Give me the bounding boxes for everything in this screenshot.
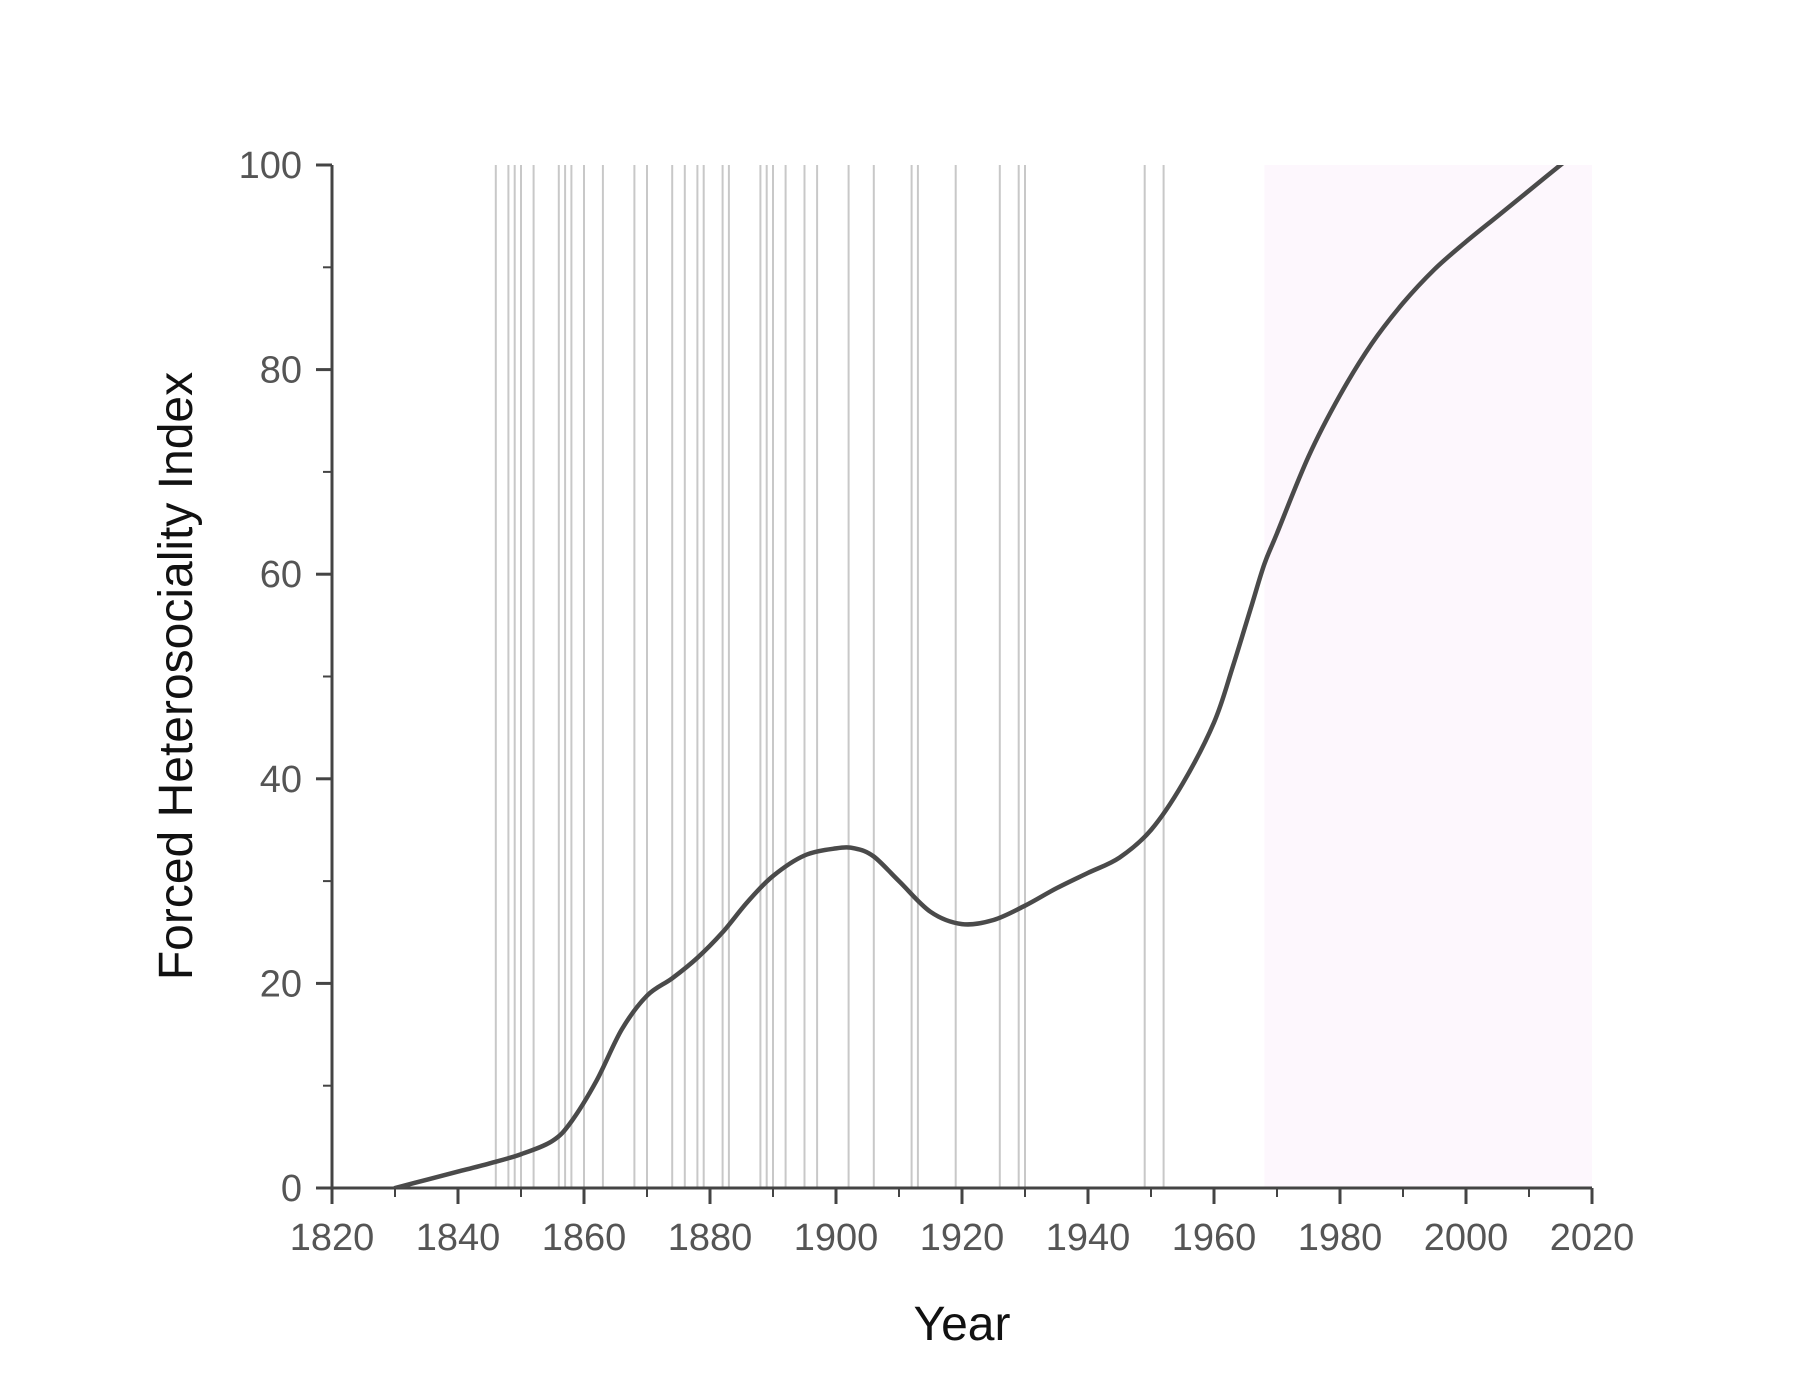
x-tick-label: 1840 [416, 1217, 501, 1259]
y-tick-label: 40 [260, 759, 302, 801]
y-tick-label: 80 [260, 350, 302, 392]
y-tick-label: 20 [260, 963, 302, 1005]
series-layer [392, 165, 1565, 1188]
x-tick-label: 1880 [668, 1217, 753, 1259]
y-tick-label: 0 [281, 1168, 302, 1210]
y-tick-labels: 0 20 40 60 80 100 [239, 145, 302, 1210]
y-axis-title: Forced Heterosociality Index [150, 372, 203, 980]
x-tick-label: 2020 [1550, 1217, 1635, 1259]
event-lines [494, 165, 1165, 1188]
x-tick-labels: 1820 1840 1860 1880 1900 1920 1940 1960 1980 2000… [290, 1217, 1635, 1259]
shaded-region [1264, 165, 1592, 1188]
x-tick-label: 1900 [794, 1217, 879, 1259]
background-layer [1264, 165, 1592, 1188]
x-tick-label: 1860 [542, 1217, 627, 1259]
x-tick-label: 1940 [1046, 1217, 1131, 1259]
x-axis-title: Year [914, 1298, 1011, 1351]
x-tick-label: 1820 [290, 1217, 375, 1259]
tick-marks [316, 163, 1594, 1204]
series-line [392, 165, 1565, 1188]
x-tick-label: 2000 [1424, 1217, 1509, 1259]
x-tick-label: 1960 [1172, 1217, 1257, 1259]
y-tick-label: 100 [239, 145, 302, 187]
x-tick-label: 1980 [1298, 1217, 1383, 1259]
x-tick-label: 1920 [920, 1217, 1005, 1259]
y-tick-label: 60 [260, 554, 302, 596]
